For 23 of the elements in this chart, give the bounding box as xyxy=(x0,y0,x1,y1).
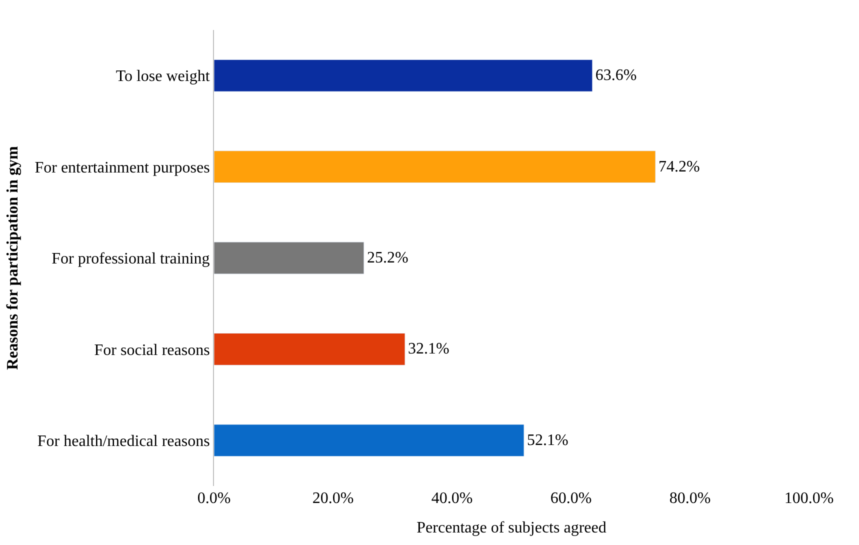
bar xyxy=(214,59,593,92)
bar xyxy=(214,150,656,184)
y-tick-label: To lose weight xyxy=(116,68,210,86)
x-tick-label: 40.0% xyxy=(431,490,473,507)
x-tick-label: 60.0% xyxy=(550,490,592,507)
data-label: 74.2% xyxy=(658,158,700,176)
data-label: 32.1% xyxy=(408,340,450,358)
bar xyxy=(214,424,524,457)
x-tick-label: 20.0% xyxy=(312,490,354,507)
y-axis-title: Reasons for participation in gym xyxy=(4,145,22,370)
y-tick-label: For professional training xyxy=(52,250,210,268)
data-label: 52.1% xyxy=(527,432,568,449)
x-axis-title: Percentage of subjects agreed xyxy=(416,520,606,537)
x-tick-label: 100.0% xyxy=(784,490,834,507)
x-tick-label: 80.0% xyxy=(669,490,711,507)
bar xyxy=(214,242,364,274)
y-tick-label: For health/medical reasons xyxy=(37,433,210,450)
data-label: 63.6% xyxy=(595,67,637,84)
bar xyxy=(214,332,406,366)
y-tick-label: For social reasons xyxy=(94,342,210,359)
x-tick-label: 0.0% xyxy=(197,490,231,507)
y-tick-label: For entertainment purposes xyxy=(34,159,210,176)
data-label: 25.2% xyxy=(366,250,408,266)
